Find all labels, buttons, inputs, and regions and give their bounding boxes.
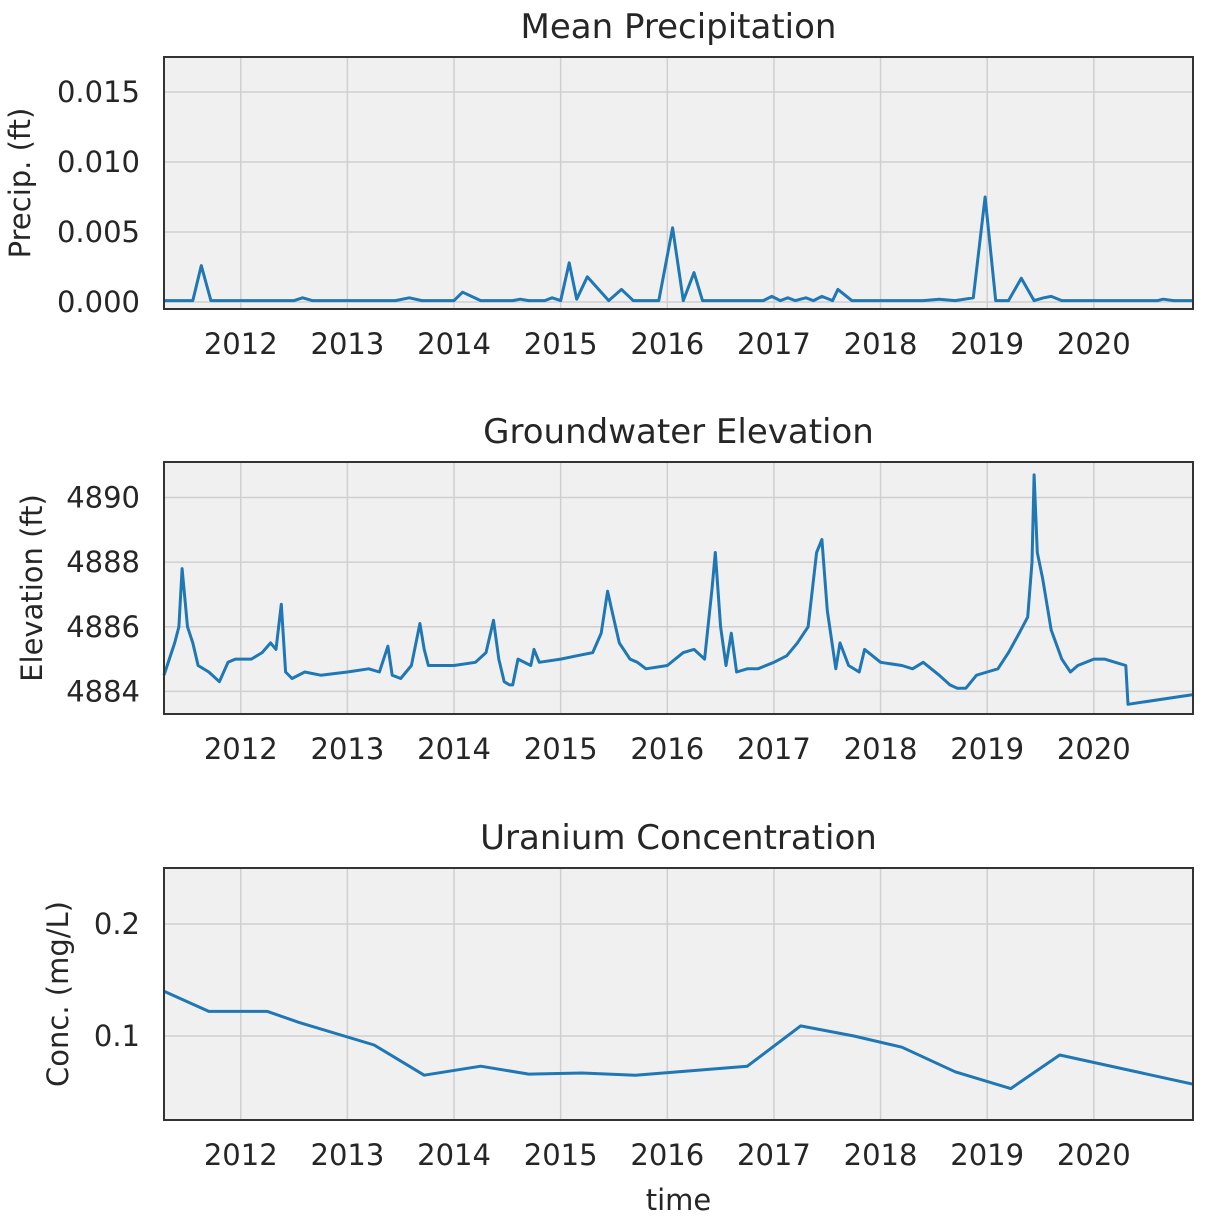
series-line-1 (164, 195, 1193, 303)
x-axis-label: time (646, 1183, 712, 1217)
x-tick-label: 2015 (524, 1138, 598, 1172)
y-tick-label: 4888 (66, 545, 140, 579)
x-tick-label: 2016 (630, 1138, 704, 1172)
y-tick-label: 0.015 (57, 75, 140, 109)
x-tick-label: 2013 (311, 732, 385, 766)
x-tick-label: 2019 (950, 327, 1024, 361)
plot-frame (163, 867, 1194, 1121)
x-tick-label: 2017 (737, 1138, 811, 1172)
x-tick-label: 2016 (630, 732, 704, 766)
x-tick-label: 2020 (1057, 327, 1131, 361)
chart-panel-3: 2012 2013 2014 2015 2016 2017 2018 2019 2020 0.1 0… (41, 818, 1194, 1217)
y-axis-label: Elevation (ft) (15, 494, 49, 682)
y-tick-label: 4886 (66, 610, 140, 644)
x-tick-label: 2017 (737, 732, 811, 766)
x-tick-label: 2017 (737, 327, 811, 361)
series-line-1 (162, 473, 1194, 706)
y-tick-label: 4884 (66, 674, 140, 708)
plot-frame (163, 461, 1194, 715)
y-tick-label: 0.000 (57, 285, 140, 319)
chart-panel-2: 2012 2013 2014 2015 2016 2017 2018 2019 2020 4884… (15, 412, 1194, 766)
x-tick-label: 2019 (950, 732, 1024, 766)
x-tick-label: 2018 (844, 1138, 918, 1172)
x-tick-label: 2016 (630, 327, 704, 361)
x-tick-label: 2013 (311, 327, 385, 361)
x-tick-label: 2012 (204, 1138, 278, 1172)
chart-title: Mean Precipitation (521, 7, 837, 47)
x-tick-label: 2013 (311, 1138, 385, 1172)
y-axis-label: Precip. (ft) (3, 108, 37, 259)
y-tick-label: 0.1 (94, 1019, 140, 1053)
plot-frame (163, 56, 1194, 310)
x-tick-label: 2014 (417, 732, 491, 766)
x-tick-label: 2014 (417, 327, 491, 361)
y-tick-label: 4890 (66, 481, 140, 515)
y-tick-label: 0.005 (57, 215, 140, 249)
y-tick-label: 0.2 (94, 907, 140, 941)
x-tick-label: 2012 (204, 327, 278, 361)
plot-area (163, 867, 1194, 1121)
x-tick-label: 2014 (417, 1138, 491, 1172)
x-tick-label: 2015 (524, 327, 598, 361)
x-tick-label: 2015 (524, 732, 598, 766)
y-tick-label: 0.010 (57, 145, 140, 179)
x-tick-label: 2012 (204, 732, 278, 766)
chart-title: Groundwater Elevation (483, 412, 874, 452)
series-line-1 (163, 989, 1194, 1091)
x-tick-label: 2020 (1057, 1138, 1131, 1172)
chart-panel-1: 2012 2013 2014 2015 2016 2017 2018 2019 2020 0.00… (3, 7, 1194, 361)
x-tick-label: 2020 (1057, 732, 1131, 766)
x-tick-label: 2018 (844, 327, 918, 361)
x-tick-label: 2019 (950, 1138, 1024, 1172)
y-axis-label: Conc. (mg/L) (41, 901, 75, 1087)
chart-title: Uranium Concentration (480, 818, 877, 858)
x-tick-label: 2018 (844, 732, 918, 766)
